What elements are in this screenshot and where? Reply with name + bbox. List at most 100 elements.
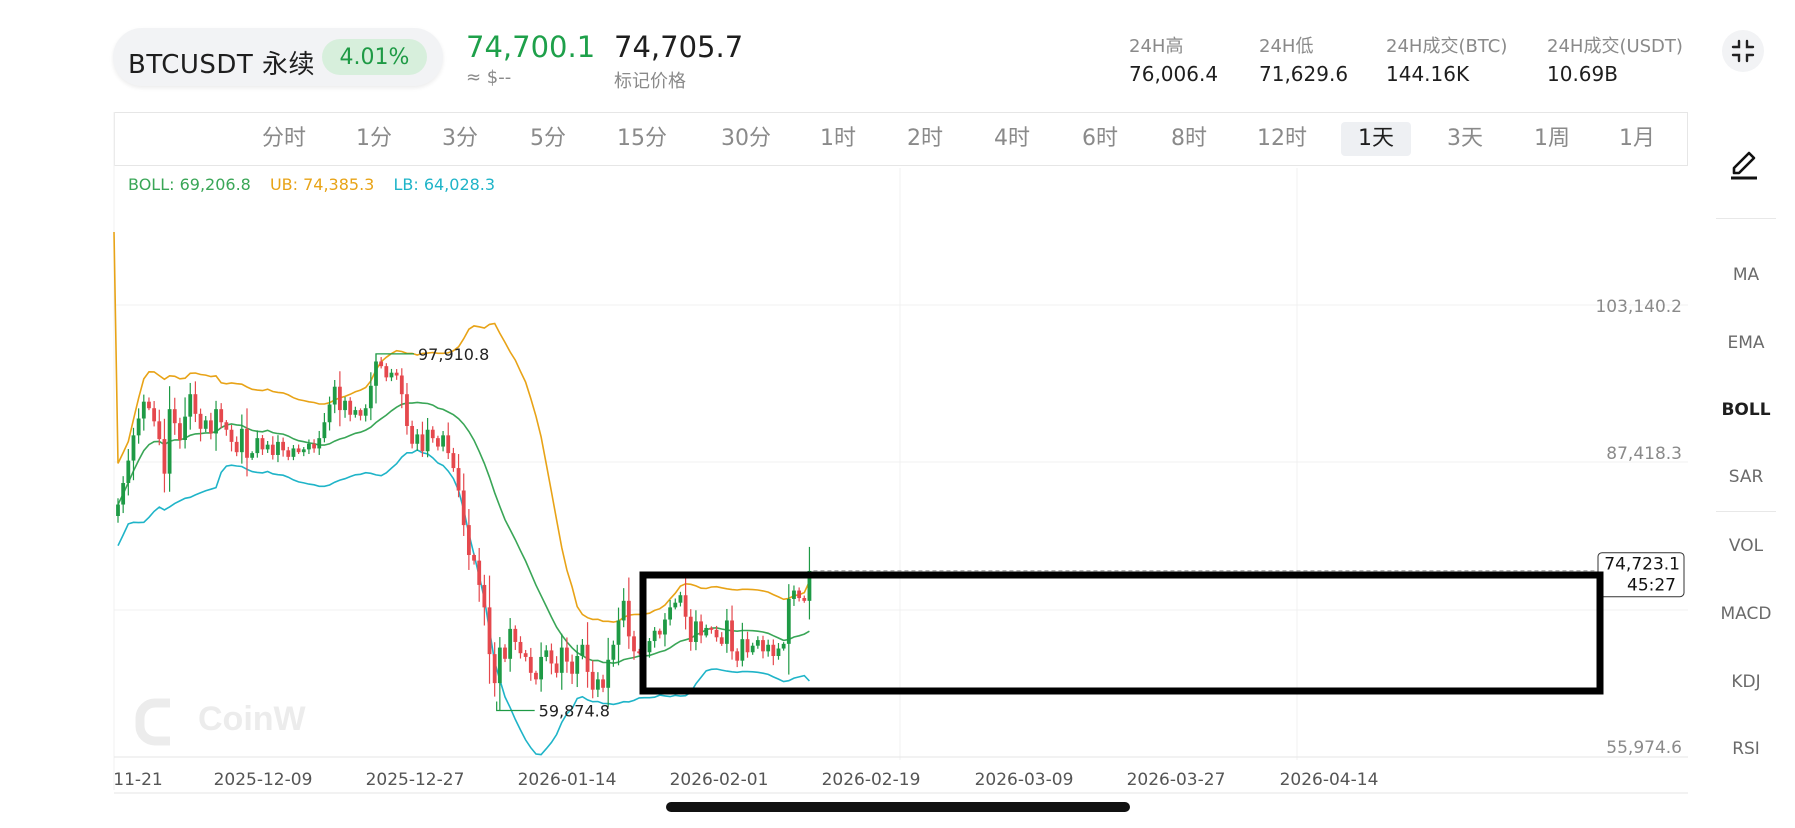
candle bbox=[405, 394, 409, 426]
candle bbox=[673, 602, 678, 608]
candle bbox=[332, 386, 337, 405]
candle bbox=[312, 443, 316, 449]
candle bbox=[559, 647, 564, 673]
high-marker-line bbox=[375, 353, 414, 366]
candle bbox=[523, 653, 528, 657]
legend-ub: UB: 74,385.3 bbox=[269, 175, 375, 194]
candle bbox=[441, 435, 445, 447]
candle bbox=[663, 619, 667, 635]
candle bbox=[472, 555, 476, 561]
indicator-tab[interactable]: MA bbox=[1732, 265, 1760, 285]
candle bbox=[281, 441, 286, 451]
interval-tab[interactable]: 8时 bbox=[1171, 126, 1207, 151]
stat-label: 24H高 bbox=[1129, 36, 1184, 57]
stat-value: 10.69B bbox=[1547, 62, 1618, 86]
candle bbox=[167, 409, 172, 474]
interval-tab[interactable]: 1分 bbox=[356, 126, 392, 151]
stat-label: 24H成交(USDT) bbox=[1547, 36, 1683, 57]
highlight-box bbox=[639, 571, 1604, 695]
interval-tab[interactable]: 1天 bbox=[1341, 122, 1411, 156]
candle bbox=[652, 630, 657, 642]
indicator-tab[interactable]: BOLL bbox=[1721, 400, 1771, 420]
indicator-tab[interactable]: RSI bbox=[1732, 739, 1760, 759]
interval-tab[interactable]: 5分 bbox=[530, 126, 566, 151]
indicator-tab[interactable]: MACD bbox=[1720, 604, 1772, 624]
interval-tab[interactable]: 4时 bbox=[994, 126, 1030, 151]
change-badge: 4.01% bbox=[322, 39, 427, 75]
x-tick-label: 2025-12-09 bbox=[214, 770, 313, 790]
candle bbox=[766, 644, 771, 652]
candle bbox=[503, 647, 507, 659]
collapse-fullscreen-button[interactable] bbox=[1722, 30, 1764, 72]
candle bbox=[802, 598, 807, 601]
candle bbox=[178, 423, 182, 441]
boll-legend: BOLL: 69,206.8 UB: 74,385.3 LB: 64,028.3 bbox=[128, 175, 509, 194]
interval-tab[interactable]: 6时 bbox=[1082, 126, 1118, 151]
candle bbox=[270, 444, 275, 455]
indicator-tab[interactable]: SAR bbox=[1728, 467, 1764, 487]
interval-tab[interactable]: 12时 bbox=[1257, 126, 1307, 151]
candle bbox=[368, 385, 373, 409]
candle bbox=[580, 644, 585, 657]
candle bbox=[632, 636, 636, 652]
interval-tab[interactable]: 30分 bbox=[721, 126, 771, 151]
candle bbox=[436, 438, 440, 447]
candle bbox=[265, 444, 270, 450]
candle bbox=[714, 629, 719, 638]
indicator-tab[interactable]: VOL bbox=[1728, 536, 1764, 556]
candle bbox=[415, 434, 420, 444]
interval-tab[interactable]: 分时 bbox=[261, 126, 306, 151]
draw-tool-button[interactable] bbox=[1722, 140, 1766, 184]
candle bbox=[337, 386, 342, 411]
legend-lb: LB: 64,028.3 bbox=[393, 175, 496, 194]
interval-bar bbox=[114, 112, 1688, 166]
candle bbox=[446, 435, 451, 454]
current-price-value: 74,723.1 bbox=[1604, 555, 1680, 575]
candle bbox=[719, 637, 724, 644]
candle bbox=[379, 361, 384, 367]
candle bbox=[724, 620, 729, 644]
collapse-icon bbox=[1731, 39, 1755, 63]
candle bbox=[482, 584, 487, 608]
candle bbox=[141, 401, 146, 419]
candle bbox=[709, 627, 714, 630]
candle bbox=[704, 627, 709, 636]
candle bbox=[497, 647, 502, 684]
interval-tab[interactable]: 15分 bbox=[617, 126, 667, 151]
indicator-tab[interactable]: EMA bbox=[1727, 333, 1765, 353]
candle bbox=[755, 640, 760, 646]
indicator-tab[interactable]: KDJ bbox=[1731, 672, 1761, 692]
interval-tab[interactable]: 3天 bbox=[1447, 126, 1483, 151]
candle bbox=[363, 408, 368, 416]
candle bbox=[322, 422, 327, 439]
interval-tab[interactable]: 1月 bbox=[1619, 126, 1655, 151]
interval-tab[interactable]: 1时 bbox=[820, 126, 856, 151]
pair-name[interactable]: BTCUSDT 永续 bbox=[128, 50, 316, 80]
candle bbox=[291, 448, 296, 457]
interval-tab[interactable]: 3分 bbox=[442, 126, 478, 151]
candle bbox=[570, 661, 574, 674]
watermark-logo-icon bbox=[135, 698, 170, 746]
candle bbox=[740, 639, 745, 661]
candle bbox=[307, 443, 311, 450]
candle bbox=[183, 416, 187, 441]
x-tick-label: 2026-03-27 bbox=[1127, 770, 1226, 790]
candle bbox=[343, 400, 347, 411]
candle bbox=[466, 525, 471, 556]
last-price: 74,700.1 bbox=[466, 30, 596, 64]
interval-tab[interactable]: 1周 bbox=[1534, 126, 1570, 151]
candle bbox=[425, 429, 430, 452]
candle bbox=[606, 659, 611, 688]
candle bbox=[595, 679, 600, 690]
candle bbox=[461, 490, 466, 526]
low-price-label: 59,874.8 bbox=[539, 702, 610, 721]
interval-tab[interactable]: 2时 bbox=[907, 126, 943, 151]
candle bbox=[792, 590, 796, 599]
candle bbox=[528, 656, 533, 673]
candle bbox=[234, 441, 239, 453]
candle bbox=[508, 628, 513, 659]
candle bbox=[549, 650, 554, 664]
candle bbox=[611, 644, 616, 660]
candle bbox=[250, 453, 255, 458]
